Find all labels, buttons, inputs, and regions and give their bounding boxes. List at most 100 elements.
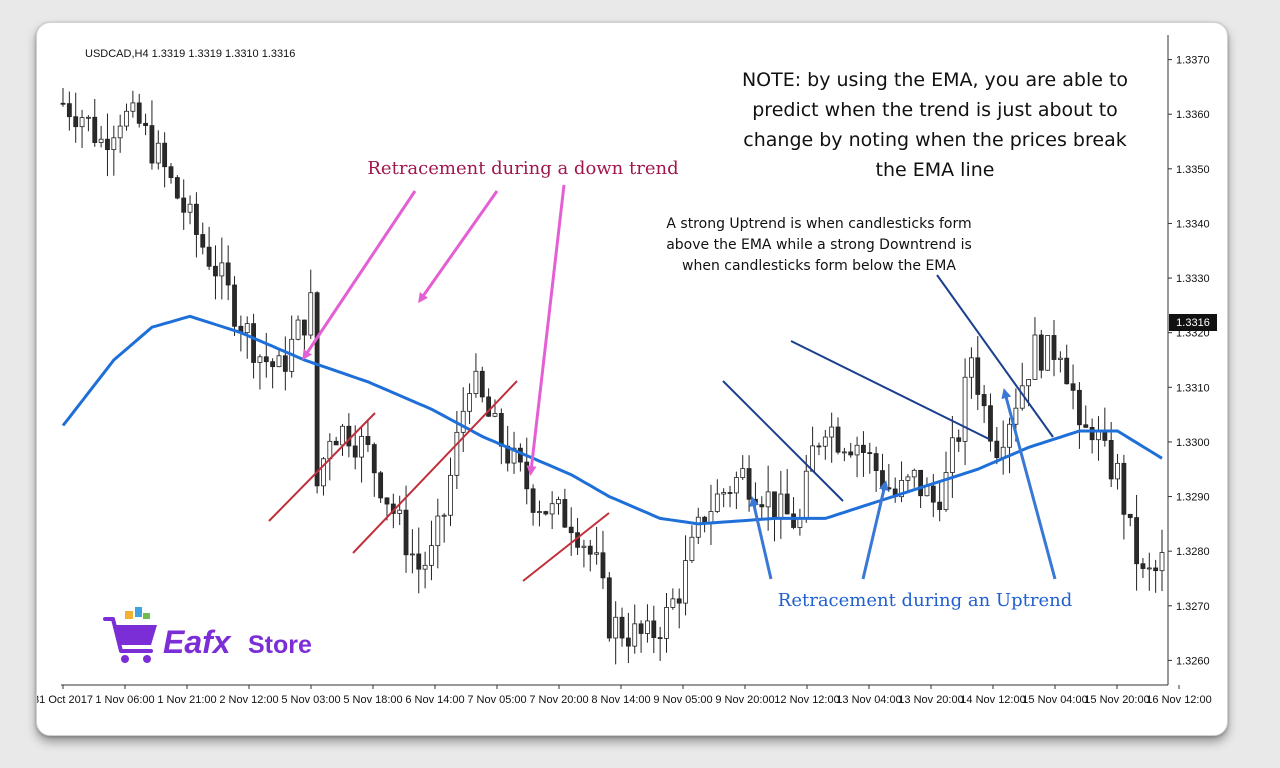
x-tick-label: 1 Nov 21:00 xyxy=(157,694,216,706)
y-tick-label: 1.3290 xyxy=(1176,492,1210,504)
candle-bull xyxy=(422,564,428,570)
y-tick-label: 1.3270 xyxy=(1176,601,1210,613)
candle-bear xyxy=(867,452,873,454)
blue-arrow-1 xyxy=(749,496,773,580)
candle-bear xyxy=(143,122,148,127)
red-retracement-lines xyxy=(268,380,610,582)
candle-bull xyxy=(810,445,816,472)
blue-arrow-3 xyxy=(1001,388,1057,580)
candle-bear xyxy=(727,492,733,494)
candle-bull xyxy=(86,116,91,119)
candle-bear xyxy=(651,620,657,638)
note-line-3: change by noting when the prices break xyxy=(743,129,1126,151)
candle-bear xyxy=(384,497,390,505)
candle-bull xyxy=(454,431,460,476)
candle-bull xyxy=(740,468,746,478)
candle-bull xyxy=(276,355,282,368)
blue-arrows xyxy=(749,388,1057,580)
candle-bull xyxy=(219,262,225,277)
candle-bull xyxy=(829,426,835,438)
candle-bull xyxy=(448,474,453,516)
candle-bear xyxy=(371,444,377,474)
candle-bull xyxy=(1115,462,1120,480)
x-tick-label: 16 Nov 12:00 xyxy=(1146,694,1211,706)
shopping-cart-icon xyxy=(103,607,157,663)
candle-bear xyxy=(873,453,879,471)
candle-bear xyxy=(378,472,384,499)
candle-bear xyxy=(282,355,288,372)
candle-bull xyxy=(1013,407,1019,425)
x-tick-label: 31 Oct 2017 xyxy=(37,694,93,706)
candle-bull xyxy=(473,370,479,394)
candle-bear xyxy=(1038,334,1044,371)
candle-bull xyxy=(841,451,847,454)
y-tick-label: 1.3360 xyxy=(1176,109,1210,121)
y-tick-label: 1.3340 xyxy=(1176,218,1210,230)
candle-bull xyxy=(308,292,314,336)
candle-bull xyxy=(187,203,193,213)
candle-bear xyxy=(524,461,530,490)
candle-bull xyxy=(645,620,650,634)
y-tick-label: 1.3370 xyxy=(1176,55,1210,67)
x-tick-label: 13 Nov 04:00 xyxy=(836,694,901,706)
candle-bear xyxy=(994,440,1000,458)
x-tick-label: 1 Nov 06:00 xyxy=(95,694,154,706)
candle-bear xyxy=(791,513,796,528)
candle-bear xyxy=(1140,563,1146,569)
candle-bear xyxy=(918,469,924,497)
candle-bear xyxy=(333,440,339,446)
candle-bear xyxy=(562,499,568,528)
candle-bull xyxy=(905,476,911,481)
x-tick-label: 15 Nov 20:00 xyxy=(1084,694,1149,706)
candle-bear xyxy=(638,623,644,634)
candle-bear xyxy=(746,468,752,500)
red-channel-line-1 xyxy=(268,412,376,522)
x-tick-label: 13 Nov 20:00 xyxy=(898,694,963,706)
y-tick-label: 1.3310 xyxy=(1176,382,1210,394)
x-tick-label: 9 Nov 20:00 xyxy=(715,694,774,706)
x-tick-label: 7 Nov 20:00 xyxy=(529,694,588,706)
candle-bear xyxy=(213,265,218,277)
x-tick-label: 15 Nov 04:00 xyxy=(1022,694,1087,706)
candle-bull xyxy=(1007,423,1012,448)
candle-bull xyxy=(854,444,860,456)
candle-bull xyxy=(911,469,917,478)
logo-eafx-text: Eafx xyxy=(163,624,232,660)
candle-bear xyxy=(835,426,841,453)
candle-bear xyxy=(162,142,168,168)
candle-bear xyxy=(136,102,142,124)
candle-bear xyxy=(1153,567,1159,572)
candle-bull xyxy=(632,623,638,647)
candle-bear xyxy=(657,637,663,639)
trend-line-3 xyxy=(936,274,1054,438)
candle-bear xyxy=(174,177,180,199)
candle-bear xyxy=(1127,513,1133,518)
y-tick-label: 1.3350 xyxy=(1176,164,1210,176)
candle-bull xyxy=(111,137,117,151)
candle-bear xyxy=(270,361,276,368)
candle-bull xyxy=(949,437,955,473)
candle-bull xyxy=(708,511,714,524)
candle-bull xyxy=(321,458,326,487)
candle-bull xyxy=(155,142,161,164)
candle-bear xyxy=(1064,357,1070,385)
symbol-header: USDCAD,H4 1.3319 1.3319 1.3310 1.3316 xyxy=(85,48,295,60)
candle-bull xyxy=(441,514,447,517)
x-tick-label: 9 Nov 05:00 xyxy=(653,694,712,706)
candle-bear xyxy=(92,116,98,143)
last-price-tag: 1.3316 xyxy=(1169,314,1217,331)
candle-bull xyxy=(594,552,600,555)
candle-bull xyxy=(1057,357,1063,360)
candle-bull xyxy=(613,616,619,639)
candle-bear xyxy=(60,102,66,105)
candle-bear xyxy=(1121,462,1127,515)
candle-bear xyxy=(619,616,625,639)
candle-bear xyxy=(861,444,866,453)
x-tick-label: 8 Nov 14:00 xyxy=(591,694,650,706)
candle-bear xyxy=(930,485,936,503)
candle-bull xyxy=(689,536,695,561)
candle-bear xyxy=(206,246,212,267)
candle-bear xyxy=(225,262,231,286)
candle-bear xyxy=(168,166,174,178)
candle-bull xyxy=(1000,446,1006,458)
